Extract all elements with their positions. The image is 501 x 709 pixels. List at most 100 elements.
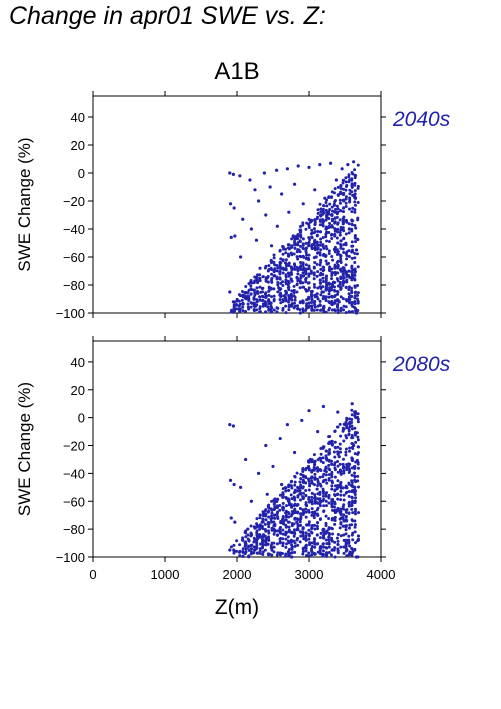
data-point xyxy=(339,489,343,493)
data-point xyxy=(342,439,346,443)
data-point xyxy=(354,440,358,444)
data-point xyxy=(250,288,254,292)
data-point xyxy=(322,472,326,476)
data-point xyxy=(289,265,293,269)
data-point xyxy=(335,425,339,429)
data-point xyxy=(339,277,343,281)
data-point xyxy=(355,252,359,256)
data-point xyxy=(322,545,326,549)
data-point xyxy=(258,277,262,281)
data-point xyxy=(307,528,311,532)
data-point xyxy=(336,460,340,464)
data-point xyxy=(239,255,243,259)
data-point xyxy=(353,467,357,471)
data-point xyxy=(235,539,239,543)
data-point xyxy=(347,299,351,303)
data-point xyxy=(324,473,328,477)
data-point xyxy=(350,413,354,417)
data-point xyxy=(336,292,340,296)
data-point xyxy=(319,452,323,456)
data-point xyxy=(329,161,333,165)
data-point xyxy=(324,494,328,498)
y-tick-label: −100 xyxy=(56,550,85,565)
data-point xyxy=(335,536,339,540)
data-point xyxy=(328,459,332,463)
y-tick-label: −80 xyxy=(63,522,85,537)
data-point xyxy=(356,438,360,442)
data-point xyxy=(347,269,351,273)
data-point xyxy=(284,524,288,528)
data-point xyxy=(316,297,320,301)
data-point xyxy=(333,301,337,305)
data-point xyxy=(318,273,322,277)
data-point xyxy=(325,198,329,202)
data-point xyxy=(313,460,317,464)
data-point xyxy=(290,268,294,272)
data-point xyxy=(284,509,288,513)
data-point xyxy=(284,299,288,303)
data-point xyxy=(290,245,294,249)
data-point xyxy=(241,309,245,313)
data-point xyxy=(336,221,340,225)
data-point xyxy=(313,527,317,531)
data-point xyxy=(310,527,314,531)
data-point xyxy=(310,306,314,310)
data-point xyxy=(322,309,326,313)
data-point xyxy=(353,236,357,240)
data-point xyxy=(301,491,305,495)
data-point xyxy=(333,187,337,191)
data-point xyxy=(327,300,331,304)
data-point xyxy=(299,472,303,476)
data-point xyxy=(336,533,340,537)
data-point xyxy=(272,545,276,549)
data-point xyxy=(351,436,355,440)
data-point xyxy=(256,291,260,295)
data-point xyxy=(310,523,314,527)
data-point xyxy=(316,497,320,501)
data-point xyxy=(327,467,331,471)
data-point xyxy=(336,547,340,551)
data-point xyxy=(292,267,296,271)
data-point xyxy=(301,261,305,265)
data-point xyxy=(263,548,267,552)
data-point xyxy=(336,241,340,245)
data-point xyxy=(285,264,289,268)
data-point xyxy=(347,292,351,296)
data-point xyxy=(235,549,239,553)
data-point xyxy=(281,517,285,521)
data-point xyxy=(339,243,343,247)
data-point xyxy=(329,553,333,557)
data-point xyxy=(296,266,300,270)
data-point xyxy=(327,225,331,229)
data-point xyxy=(299,523,303,527)
data-point xyxy=(321,475,325,479)
data-point xyxy=(304,263,308,267)
y-tick-label: −20 xyxy=(63,439,85,454)
data-point xyxy=(281,520,285,524)
data-point xyxy=(321,290,325,294)
data-point xyxy=(299,267,303,271)
data-point xyxy=(344,180,348,184)
data-point xyxy=(333,234,337,238)
data-point xyxy=(325,214,329,218)
data-point xyxy=(276,283,280,287)
data-point xyxy=(327,450,331,454)
data-point xyxy=(250,547,254,551)
data-point xyxy=(241,305,245,309)
data-point xyxy=(310,218,314,222)
data-point xyxy=(292,284,296,288)
data-point xyxy=(347,295,351,299)
data-point xyxy=(272,502,276,506)
data-point xyxy=(304,531,308,535)
data-point xyxy=(342,276,346,280)
data-point xyxy=(284,278,288,282)
data-point xyxy=(353,426,357,430)
data-point xyxy=(246,537,250,541)
data-point xyxy=(307,244,311,248)
data-point xyxy=(231,424,235,428)
data-point xyxy=(327,532,331,536)
data-point xyxy=(338,517,342,521)
data-point xyxy=(327,496,331,500)
data-point xyxy=(350,484,354,488)
data-point xyxy=(351,511,355,515)
